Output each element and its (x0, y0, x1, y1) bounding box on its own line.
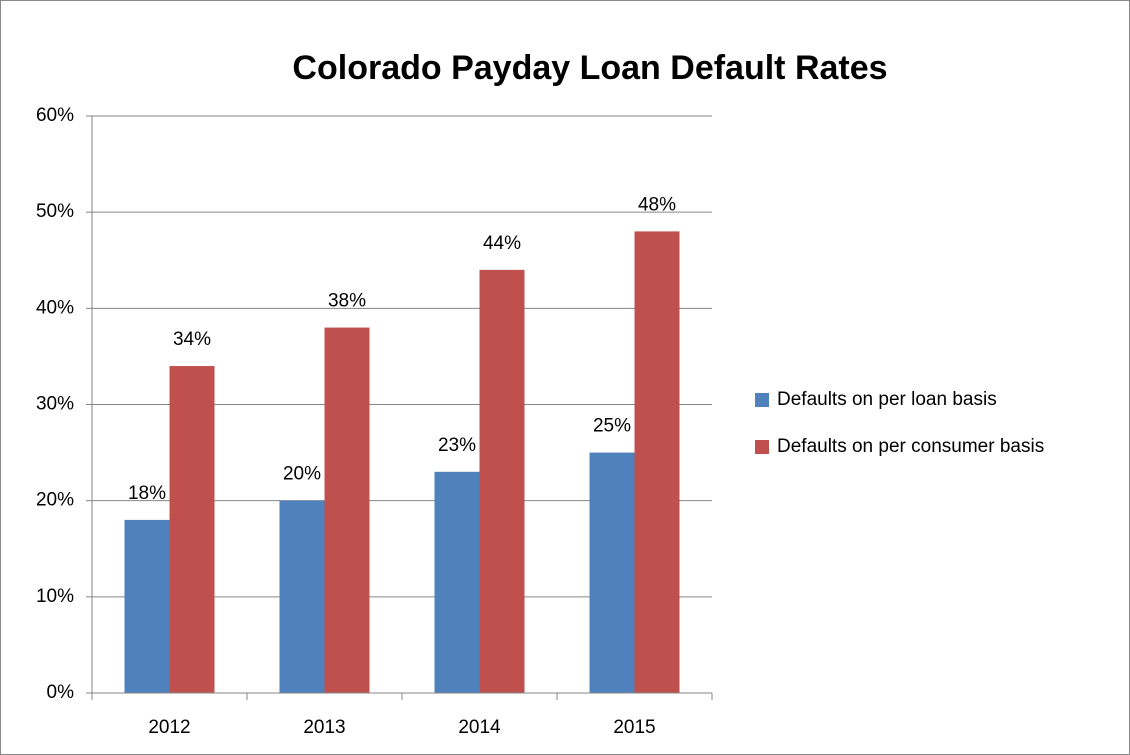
bar (169, 366, 215, 693)
x-tick-label: 2014 (458, 717, 501, 738)
data-label: 34% (173, 329, 211, 350)
y-tick-label: 10% (36, 586, 74, 607)
data-label: 38% (328, 291, 366, 312)
data-label: 23% (438, 435, 476, 456)
y-tick-label: 20% (36, 490, 74, 511)
data-label: 20% (283, 464, 321, 485)
bar (434, 471, 480, 693)
data-label: 18% (128, 483, 166, 504)
bar (324, 327, 370, 693)
y-tick-label: 0% (47, 682, 75, 703)
data-label: 48% (638, 194, 676, 215)
bar (279, 500, 325, 693)
bar (589, 452, 635, 693)
data-label: 25% (593, 416, 631, 437)
y-tick-label: 50% (36, 201, 74, 222)
y-tick-label: 40% (36, 297, 74, 318)
x-tick-label: 2013 (303, 717, 345, 738)
legend-swatch (755, 393, 769, 407)
bar (634, 231, 680, 693)
y-tick-label: 60% (36, 105, 74, 126)
legend-label: Defaults on per loan basis (777, 389, 997, 410)
x-tick-label: 2015 (613, 717, 655, 738)
x-tick-label: 2012 (148, 717, 190, 738)
legend-label: Defaults on per consumer basis (777, 436, 1044, 457)
bar (479, 269, 525, 693)
legend-swatch (755, 440, 769, 454)
bar (124, 519, 170, 693)
chart-title: Colorado Payday Loan Default Rates (292, 49, 887, 87)
data-label: 44% (483, 233, 521, 254)
y-tick-label: 30% (36, 394, 74, 415)
